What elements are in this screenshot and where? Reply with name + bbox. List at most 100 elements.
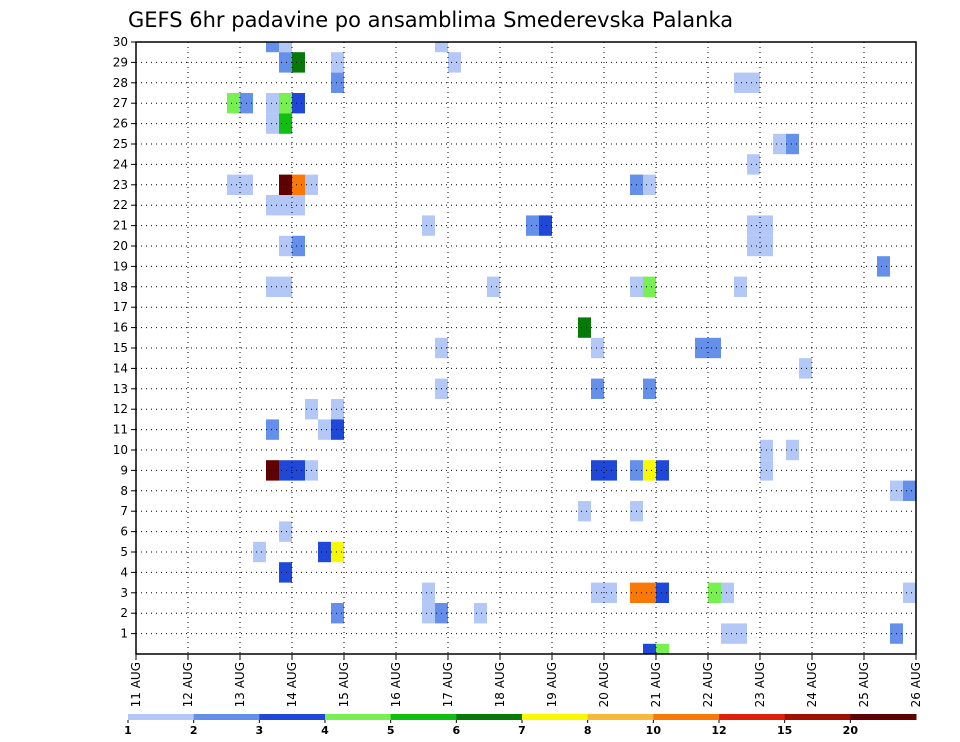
y-tick-label: 8 (120, 484, 128, 498)
y-tick-label: 28 (113, 76, 128, 90)
heatmap-cell (331, 419, 344, 440)
colorbar-label: 20 (843, 724, 859, 737)
heatmap-cell (292, 93, 305, 114)
heatmap-cell (266, 276, 279, 297)
y-tick-label: 27 (113, 96, 128, 110)
heatmap-cell (318, 541, 331, 563)
heatmap-cell (578, 501, 591, 522)
heatmap-cell (474, 603, 487, 624)
heatmap-cell (734, 72, 747, 93)
heatmap-cell (279, 93, 292, 114)
y-tick-label: 5 (120, 545, 128, 559)
heatmap-cell (643, 643, 656, 654)
heatmap-cell (279, 42, 292, 53)
x-axis: 11 AUG 12 AUG 13 AUG 14 AUG 15 AUG 16 AUG 17 A… (129, 654, 923, 707)
heatmap-cell (643, 460, 656, 481)
heatmap-cell (318, 419, 331, 440)
x-tick-label: 26 AUG (909, 662, 923, 707)
heatmap-cell (292, 235, 305, 257)
heatmap-cell (539, 215, 552, 236)
heatmap-cell (656, 582, 669, 603)
heatmap-cell (266, 419, 279, 440)
heatmap-cell (578, 317, 591, 338)
colorbar-label: 8 (584, 724, 592, 737)
colorbar-label: 6 (453, 724, 461, 737)
heatmap-cell (773, 133, 786, 155)
heatmap-cell (422, 215, 435, 236)
x-tick-label: 11 AUG (129, 662, 143, 707)
heatmap-cell (591, 582, 604, 603)
y-tick-label: 22 (113, 198, 128, 212)
heatmap-cell (292, 460, 305, 481)
heatmap-cell (435, 42, 448, 53)
x-tick-label: 16 AUG (389, 662, 403, 707)
heatmap-cell (708, 337, 721, 359)
heatmap-cell (279, 174, 292, 195)
heatmap-cell (331, 603, 344, 624)
colorbar: 1 2 3 4 5 6 7 8 10 12 15 20 (124, 714, 917, 737)
colorbar-swatch (784, 714, 851, 720)
colorbar-swatch (719, 714, 786, 720)
colorbar-label: 3 (256, 724, 264, 737)
colorbar-swatch (390, 714, 457, 720)
heatmap-cell (279, 235, 292, 257)
x-tick-label: 18 AUG (493, 662, 507, 707)
y-tick-label: 17 (113, 300, 128, 314)
heatmap-cell (331, 399, 344, 420)
y-tick-label: 21 (113, 219, 128, 233)
y-tick-label: 4 (120, 565, 128, 579)
y-tick-label: 15 (113, 341, 128, 355)
y-tick-label: 2 (120, 606, 128, 620)
x-tick-label: 25 AUG (857, 662, 871, 707)
heatmap-cell (422, 603, 435, 624)
colorbar-swatch (587, 714, 654, 720)
y-tick-label: 26 (113, 117, 128, 131)
heatmap-cell (721, 623, 734, 644)
heatmap-cell (591, 337, 604, 359)
heatmap-cell (279, 195, 292, 216)
x-tick-label: 14 AUG (285, 662, 299, 707)
y-tick-label: 10 (113, 443, 128, 457)
heatmap-cell (747, 235, 760, 257)
heatmap-cell (331, 52, 344, 73)
y-tick-label: 19 (113, 259, 128, 273)
heatmap-cell (734, 276, 747, 297)
y-tick-label: 13 (113, 382, 128, 396)
colorbar-label: 4 (321, 724, 329, 737)
heatmap-cell (591, 460, 604, 481)
x-tick-label: 24 AUG (805, 662, 819, 707)
heatmap-cell (656, 643, 669, 654)
heatmap-cell (487, 276, 500, 297)
heatmap-cell (279, 562, 292, 583)
y-tick-label: 20 (113, 239, 128, 253)
colorbar-label: 15 (777, 724, 792, 737)
heatmap-cell (786, 133, 799, 155)
colorbar-swatch (259, 714, 326, 720)
heatmap-cell (903, 582, 916, 603)
heatmap-cell (747, 72, 760, 93)
x-tick-label: 23 AUG (753, 662, 767, 707)
y-tick-label: 18 (113, 280, 128, 294)
y-tick-label: 16 (113, 321, 128, 335)
heatmap-cell (721, 582, 734, 603)
heatmap-cell (747, 154, 760, 175)
heatmap-cell (604, 582, 617, 603)
heatmap-cell (331, 541, 344, 563)
heatmap-cell (292, 174, 305, 195)
heatmap-cell (591, 378, 604, 399)
heatmap-cell (292, 195, 305, 216)
heatmap-cell (786, 439, 799, 461)
x-tick-label: 17 AUG (441, 662, 455, 707)
colorbar-swatch (325, 714, 392, 720)
heatmap-cell (747, 215, 760, 236)
heatmap-cell (422, 582, 435, 603)
x-tick-label: 19 AUG (545, 662, 559, 707)
heatmap-cell (253, 541, 266, 563)
y-tick-label: 7 (120, 504, 128, 518)
y-axis: 1234567891011121314151617181920212223242… (113, 35, 136, 641)
heatmap-cell (279, 52, 292, 73)
y-tick-label: 12 (113, 402, 128, 416)
colorbar-swatch (128, 714, 195, 720)
heatmap-cell (604, 460, 617, 481)
